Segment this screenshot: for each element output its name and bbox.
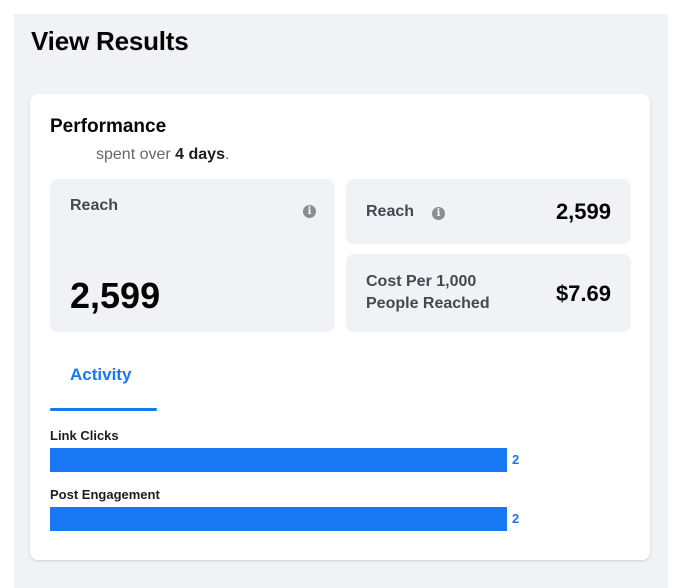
subtitle-suffix: . [224, 146, 230, 163]
performance-title: Performance [50, 116, 167, 137]
post-engagement-label: Post Engagement [50, 487, 160, 502]
activity-metric-row: Post Engagement 2 [50, 487, 550, 531]
cost-per-1000-label: Cost Per 1,000 People Reached [366, 273, 490, 312]
info-icon[interactable]: i [303, 205, 316, 218]
subtitle-prefix: spent over [96, 146, 176, 163]
tab-activity-label: Activity [70, 365, 132, 384]
active-tab-indicator [50, 408, 157, 411]
redacted-amount [52, 149, 94, 165]
link-clicks-bar-row: 2 [50, 448, 550, 472]
cost-per-1000-value: $7.69 [555, 281, 611, 306]
link-clicks-count: 2 [512, 452, 520, 467]
reach-label: Reach [366, 203, 415, 220]
performance-subtitle: spent over 4 days. [96, 146, 229, 164]
page-title: View Results [31, 26, 189, 56]
link-clicks-bar [50, 448, 507, 472]
cost-per-1000-tile: Cost Per 1,000 People Reached $7.69 [346, 254, 631, 332]
reach-summary-tile: Reach i 2,599 [50, 179, 335, 332]
reach-value: 2,599 [555, 199, 611, 224]
activity-metric-row: Link Clicks 2 [50, 428, 550, 472]
reach-summary-value: 2,599 [70, 275, 161, 316]
tab-activity[interactable]: Activity [50, 356, 157, 411]
link-clicks-label: Link Clicks [50, 428, 119, 443]
info-icon[interactable]: i [432, 207, 445, 220]
subtitle-days: 4 days [175, 146, 225, 163]
performance-card: Performance spent over 4 days. Reach i 2… [30, 94, 650, 560]
reach-summary-label: Reach [70, 197, 119, 214]
reach-tile: Reach i 2,599 [346, 179, 631, 244]
results-panel: View Results Performance spent over 4 da… [14, 14, 668, 588]
post-engagement-bar-row: 2 [50, 507, 550, 531]
post-engagement-count: 2 [512, 511, 520, 526]
post-engagement-bar [50, 507, 507, 531]
